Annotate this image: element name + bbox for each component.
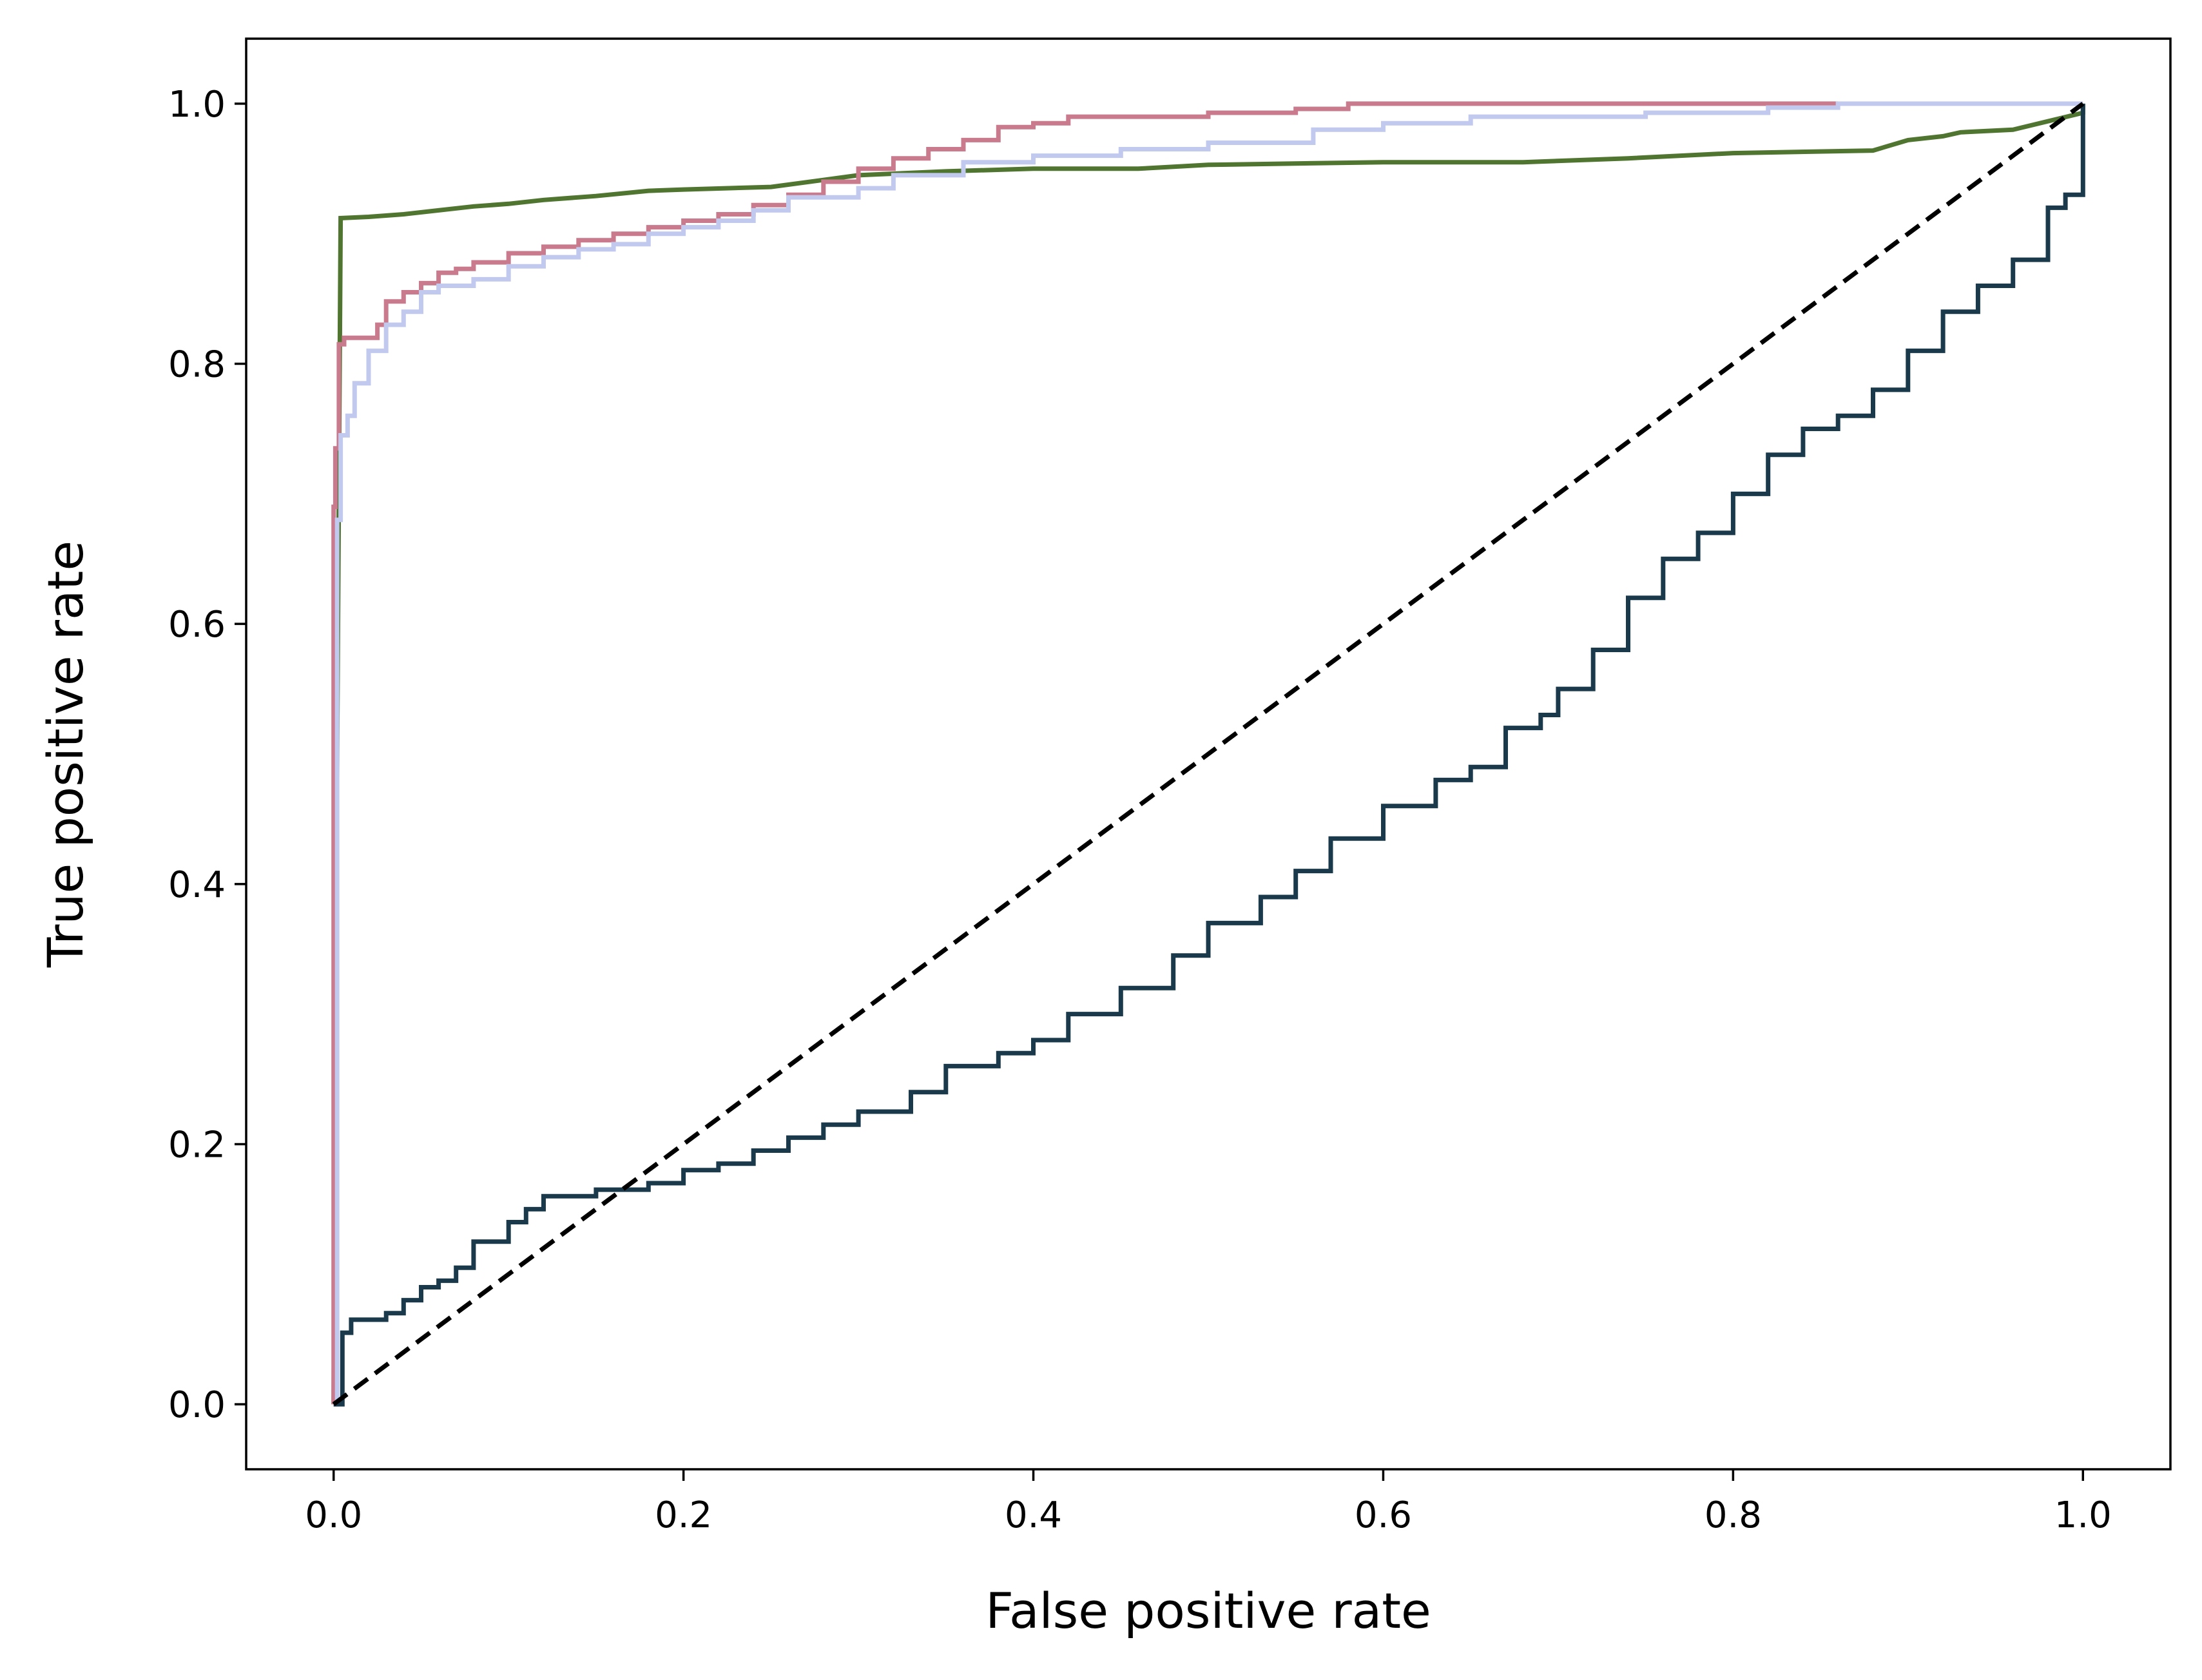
x-tick-label: 0.8 [1705,1494,1762,1536]
series-layer [331,101,2085,1407]
y-tick-label: 1.0 [168,84,226,126]
x-tick-label: 1.0 [2054,1494,2112,1536]
y-tick-label: 0.2 [168,1124,226,1166]
y-axis: 0.0 0.2 0.4 0.6 0.8 1.0 [168,84,246,1426]
x-tick-label: 0.4 [1005,1494,1062,1536]
y-tick-label: 0.6 [168,604,226,646]
series-navy-roc [333,103,2085,1407]
y-tick-label: 0.0 [168,1384,226,1426]
x-tick-label: 0.2 [655,1494,712,1536]
x-axis: 0.0 0.2 0.4 0.6 0.8 1.0 [305,1469,2112,1536]
x-tick-label: 0.0 [305,1494,362,1536]
y-axis-label: True positive rate [37,541,94,968]
series-green-roc [331,103,2085,1405]
axes-frame [245,37,2172,1471]
y-tick-label: 0.4 [168,864,226,906]
x-tick-label: 0.6 [1355,1494,1412,1536]
series-pink-roc [331,101,1839,1405]
x-axis-label: False positive rate [985,1582,1431,1639]
series-lavender-roc [333,101,2083,1407]
series-chance-line [332,102,2085,1406]
y-tick-label: 0.8 [168,344,226,386]
